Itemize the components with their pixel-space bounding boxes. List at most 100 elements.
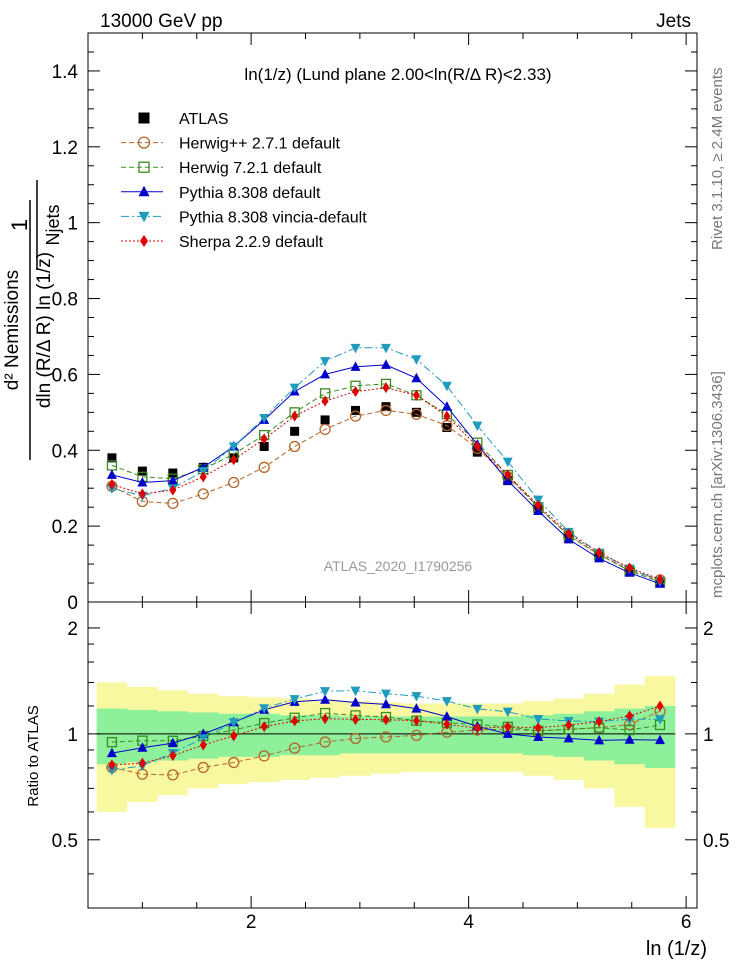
ratio-point: [380, 698, 391, 709]
ratio-point: [108, 759, 116, 771]
chart-title: ln(1/z) (Lund plane 2.00<ln(R/Δ R)<2.33): [244, 65, 551, 84]
ratio-point: [533, 715, 544, 725]
data-point: [228, 476, 240, 489]
ratio-point: [198, 734, 209, 744]
legend-entry: Pythia 8.308 default: [121, 185, 321, 202]
data-point: [502, 457, 513, 468]
watermark: ATLAS_2020_I1790256: [324, 558, 473, 574]
ratio-point: [289, 695, 300, 705]
ratio-y-axis-title: Ratio to ATLAS: [25, 705, 42, 806]
data-point: [137, 477, 148, 487]
data-point: [291, 410, 299, 422]
data-point: [288, 440, 301, 453]
ratio-point: [626, 710, 634, 722]
ratio-y-tick-label-right: 0.5: [703, 831, 729, 852]
data-point: [349, 410, 362, 422]
data-point: [350, 343, 361, 354]
ratio-point: [349, 732, 362, 745]
y-axis-formula-num: d² Nemissions: [2, 270, 23, 390]
ratio-point: [533, 731, 544, 742]
data-point: [320, 368, 331, 379]
side-label-mcplots: mcplots.cern.ch [arXiv:1306.3436]: [709, 371, 726, 598]
data-point: [108, 478, 116, 490]
ratio-y-tick-label: 1: [67, 725, 78, 746]
ratio-point: [411, 703, 422, 713]
ratio-point: [410, 729, 423, 742]
ratio-point: [260, 721, 268, 733]
legend-entry: Sherpa 2.2.9 default: [121, 234, 324, 251]
ratio-point: [655, 715, 666, 725]
y-axis-formula: 1 Njets: [7, 180, 63, 270]
data-point: [534, 499, 542, 511]
legend-label: Sherpa 2.2.9 default: [179, 234, 324, 251]
data-point: [258, 461, 270, 473]
data-point: [107, 453, 117, 463]
y-axis-formula-main: d² Nemissions dln (R/Δ R) ln (1/z): [2, 200, 55, 460]
legend-label: Herwig 7.2.1 default: [179, 160, 322, 177]
legend-label: Pythia 8.308 vincia-default: [179, 209, 367, 226]
ratio-point: [594, 734, 605, 745]
data-point: [197, 488, 209, 500]
data-point: [228, 442, 239, 452]
ratio-point: [441, 711, 452, 721]
ratio-point: [228, 756, 240, 769]
legend-label: Herwig++ 2.7.1 default: [179, 136, 341, 153]
ratio-point: [473, 722, 481, 734]
ratio-point: [565, 719, 573, 731]
ratio-point: [655, 734, 666, 745]
data-point: [320, 415, 330, 425]
data-point: [441, 381, 452, 392]
y-tick-label: 1: [67, 214, 78, 235]
ratio-point: [320, 687, 331, 697]
ratio-point: [382, 714, 390, 726]
data-point: [380, 404, 392, 417]
data-point: [321, 395, 329, 407]
y-tick-label: 1.2: [52, 138, 78, 159]
data-point: [230, 454, 238, 466]
data-point: [320, 357, 331, 367]
ratio-point: [411, 692, 422, 702]
ratio-point: [350, 697, 361, 707]
series-line: [111, 387, 661, 580]
data-point: [472, 447, 482, 457]
x-tick-label: 6: [681, 912, 692, 933]
data-point: [106, 469, 117, 479]
legend-marker: [138, 161, 150, 173]
ratio-point: [443, 718, 451, 730]
data-point: [472, 421, 483, 432]
data-point: [411, 407, 421, 417]
data-point: [259, 414, 270, 424]
ratio-series-5: [108, 700, 664, 771]
ratio-point: [288, 742, 301, 754]
ratio-point: [502, 728, 513, 738]
legend-marker: [140, 235, 148, 247]
ratio-point: [656, 700, 664, 712]
legend-marker: [138, 211, 150, 223]
ratio-y-tick-label-right: 2: [703, 619, 714, 640]
ratio-point: [321, 713, 329, 725]
y-axis-title: 1/N_jets d²N_emissions / dln(R/Δ R) ln(1…: [2, 180, 63, 460]
ratio-point: [319, 736, 331, 748]
ratio-point: [228, 718, 239, 728]
legend-label: ATLAS: [179, 111, 229, 128]
data-point: [442, 423, 452, 433]
data-point: [380, 359, 391, 369]
ratio-point: [320, 694, 331, 704]
ratio-point: [380, 689, 391, 700]
ratio-point: [197, 761, 209, 774]
y-tick-label: 0.2: [52, 517, 78, 538]
side-label-rivet: Rivet 3.1.10, ≥ 2.4M events: [709, 68, 726, 251]
ratio-point: [412, 715, 420, 727]
legend-entry: Pythia 8.308 vincia-default: [121, 209, 367, 226]
x-tick-label: 4: [463, 912, 474, 933]
data-point: [260, 433, 268, 445]
series-5: [108, 382, 664, 585]
data-point: [411, 355, 422, 365]
ratio-y-tick-label: 0.5: [52, 831, 78, 852]
data-point: [626, 562, 634, 574]
data-point: [167, 475, 178, 485]
y-tick-label: 0.8: [52, 290, 78, 311]
data-point: [137, 466, 147, 476]
series-line: [111, 364, 661, 585]
